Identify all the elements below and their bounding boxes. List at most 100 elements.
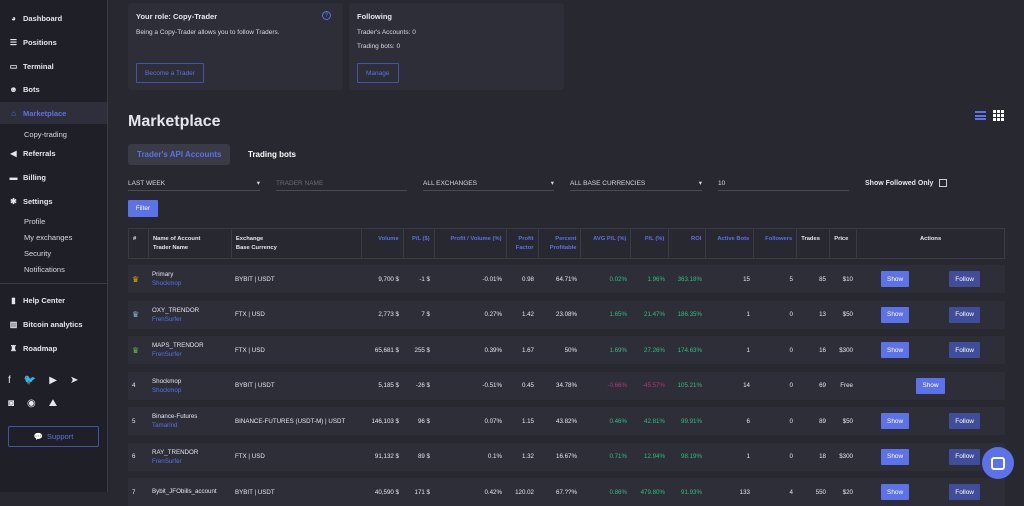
cell-pp: 16.67% [556, 453, 577, 460]
sidebar-item-marketplace[interactable]: ⌂ Marketplace [0, 102, 107, 124]
cell-trades: 18 [819, 453, 826, 460]
column-header-label: # [133, 236, 137, 242]
trader-link[interactable]: Tamarind [152, 422, 178, 429]
trader-link[interactable]: FrenSurfer [152, 315, 182, 323]
telegram-icon[interactable]: ➤ [69, 375, 79, 386]
show-button[interactable]: Show [880, 448, 910, 465]
robot-icon: ☻ [9, 84, 18, 94]
role-title: Your role: Copy-Trader [136, 12, 218, 21]
column-header[interactable]: P/L ($) [404, 229, 435, 258]
become-trader-button[interactable]: Become a Trader [136, 63, 204, 83]
cell-bots: 15 [743, 275, 750, 283]
sidebar-item-terminal[interactable]: ▭ Terminal [0, 55, 107, 77]
chevron-down-icon: ▾ [256, 180, 260, 187]
cell-actions: Show Follow [857, 306, 1004, 323]
column-header[interactable]: AVG P/L (%) [581, 229, 632, 258]
follow-button[interactable]: Follow [949, 413, 981, 429]
filter-button[interactable]: Filter [128, 200, 158, 217]
column-header[interactable]: P/L (%) [631, 229, 670, 258]
column-header-label: P/L (%) [644, 236, 665, 242]
tab-api-accounts[interactable]: Trader's API Accounts [128, 144, 231, 165]
cell-volume: 5,185 $ [378, 382, 399, 389]
chat-bubble-icon: 💬 [33, 432, 44, 441]
twitter-icon[interactable]: 🐦 [23, 375, 37, 386]
follow-button[interactable]: Follow [949, 484, 981, 500]
list-view-icon[interactable] [975, 111, 986, 120]
cell-pl: 89 $ [417, 453, 430, 460]
sidebar-sub-item[interactable]: Profile [24, 217, 46, 226]
column-header[interactable]: Active Bots [706, 229, 755, 258]
follow-button[interactable]: Follow [949, 271, 981, 287]
trader-link[interactable]: Shockmop [152, 280, 182, 287]
sidebar-sub-item[interactable]: Security [24, 249, 52, 258]
follow-button[interactable]: Follow [949, 342, 981, 358]
page-title: Marketplace [128, 113, 221, 130]
manage-button[interactable]: Manage [357, 63, 399, 83]
trader-link[interactable]: Shockmop [152, 386, 182, 394]
tradingview-icon[interactable]: ⛰ [48, 398, 58, 409]
show-button[interactable]: Show [880, 306, 910, 323]
cell-followers: 0 [789, 311, 793, 318]
column-header[interactable]: Profit / Volume (%) [435, 229, 507, 258]
sidebar-item-dashboard[interactable]: ◕ Dashboard [0, 7, 107, 29]
table-row: 7 Bybit_JFObills_account BYBIT | USDT 40,… [128, 478, 1005, 506]
limit-input[interactable]: 10 [718, 176, 849, 191]
help-icon[interactable]: ? [322, 11, 331, 20]
cell-followers: 0 [789, 346, 793, 354]
sidebar-sub-item[interactable]: My exchanges [24, 233, 73, 242]
cell-trades: 89 [819, 417, 826, 425]
sidebar-sub-item[interactable]: Notifications [24, 265, 65, 274]
trader-name-input[interactable]: TRADER NAME [276, 176, 407, 191]
followed-only-checkbox[interactable] [939, 179, 948, 187]
support-button[interactable]: 💬 Support [8, 426, 99, 447]
sidebar-item-bitcoin-analytics[interactable]: ▥ Bitcoin analytics [0, 313, 107, 335]
trader-link[interactable]: FrenSurfer [152, 457, 182, 465]
sidebar-item-label: Bitcoin analytics [23, 319, 83, 329]
trader-link[interactable]: FrenSurfer [152, 351, 182, 358]
grid-view-icon[interactable] [993, 110, 1005, 121]
cell-exchange: BINANCE-FUTURES (USDT-M) | USDT [235, 417, 346, 425]
sidebar-item-label: Billing [23, 172, 46, 182]
show-button[interactable]: Show [880, 413, 910, 429]
show-button[interactable]: Show [880, 271, 910, 287]
cell-pv: -0.51% [482, 382, 502, 389]
facebook-icon[interactable]: f [8, 375, 11, 386]
sidebar-item-positions[interactable]: ☰ Positions [0, 31, 107, 53]
cell-trades: 550 [815, 488, 826, 496]
sidebar-sub-copy-trading[interactable]: Copy-trading [24, 130, 67, 139]
cell-price: $20 [842, 488, 853, 496]
sidebar-item-label: Referrals [23, 148, 56, 158]
following-card: Following Trader's Accounts: 0 Trading b… [349, 3, 564, 90]
followed-only-toggle[interactable]: Show Followed Only [865, 179, 948, 187]
column-header[interactable]: Volume [362, 229, 404, 258]
column-header[interactable]: Followers [754, 229, 798, 258]
follow-button[interactable]: Follow [949, 306, 981, 323]
show-button[interactable]: Show [880, 484, 910, 500]
sidebar-item-bots[interactable]: ☻ Bots [0, 78, 107, 100]
column-header[interactable]: Profit Factor [507, 229, 539, 258]
column-header[interactable]: Percent Profitable [539, 229, 582, 258]
tab-trading-bots[interactable]: Trading bots [248, 150, 296, 159]
column-header: Price [830, 229, 858, 258]
sidebar-item-help-center[interactable]: ▮ Help Center [0, 289, 107, 311]
sidebar-item-roadmap[interactable]: ♜ Roadmap [0, 337, 107, 359]
exchange-select[interactable]: ALL EXCHANGES ▾ [423, 176, 554, 191]
sidebar-item-billing[interactable]: ▬ Billing [0, 166, 107, 188]
currency-select[interactable]: ALL BASE CURRENCIES ▾ [570, 176, 702, 191]
roadmap-icon: ♜ [9, 343, 18, 353]
show-button[interactable]: Show [916, 377, 945, 394]
column-header[interactable]: ROI [669, 229, 707, 258]
column-header: # [129, 229, 149, 258]
following-bots: Trading bots: 0 [357, 43, 401, 50]
follow-button[interactable]: Follow [949, 448, 981, 465]
chat-button[interactable] [982, 447, 1014, 479]
show-button[interactable]: Show [880, 342, 910, 358]
sidebar-item-referrals[interactable]: ◀ Referrals [0, 142, 107, 164]
period-select[interactable]: LAST WEEK ▾ [128, 176, 260, 191]
sidebar-item-settings[interactable]: ✱ Settings [0, 190, 107, 212]
reddit-icon[interactable]: ◉ [27, 398, 36, 409]
column-header: Exchange Base Currency [232, 229, 362, 258]
cell-exchange: BYBIT | USDT [235, 275, 275, 283]
discord-icon[interactable]: ◙ [8, 398, 15, 409]
youtube-icon[interactable]: ▶ [49, 375, 57, 386]
